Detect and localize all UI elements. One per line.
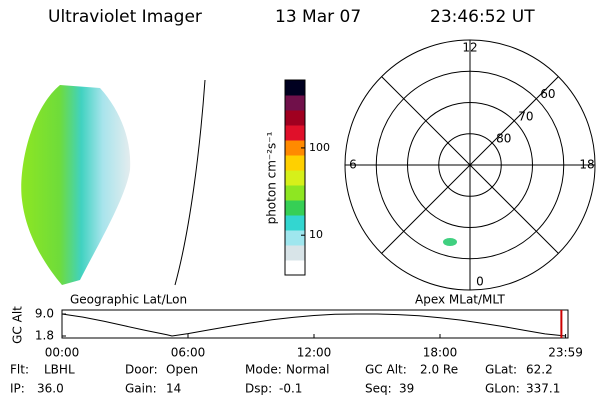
status-value: 39 bbox=[399, 382, 414, 396]
polar-mlt-label: 18 bbox=[579, 158, 594, 172]
colorbar-swatch bbox=[285, 80, 305, 96]
status-value: LBHL bbox=[44, 363, 75, 377]
auroral-image bbox=[21, 85, 131, 285]
polar-mlt-label: 12 bbox=[462, 41, 477, 55]
polar-mlt-label: 0 bbox=[476, 275, 484, 289]
status-label: IP: bbox=[10, 382, 25, 396]
colorbar-tick-label: 100 bbox=[309, 141, 330, 154]
polar-lat-ring bbox=[375, 70, 565, 260]
status-value: 337.1 bbox=[526, 382, 560, 396]
colorbar-swatch bbox=[285, 185, 305, 201]
polar-lat-label: 60 bbox=[540, 87, 555, 101]
colorbar-swatch bbox=[285, 215, 305, 231]
colorbar-swatch bbox=[285, 95, 305, 111]
instrument: Ultraviolet Imager bbox=[48, 7, 202, 27]
polar-lat-label: 70 bbox=[518, 109, 533, 123]
status-label: GLon: bbox=[485, 382, 520, 396]
status-value: -0.1 bbox=[279, 382, 302, 396]
y-tick-label: 9.0 bbox=[35, 307, 54, 321]
status-label: Flt: bbox=[10, 363, 29, 377]
status-value: 2.0 Re bbox=[420, 363, 458, 377]
polar-lat-ring bbox=[407, 102, 533, 228]
x-tick-label: 12:00 bbox=[297, 346, 332, 360]
polar-lat-ring bbox=[438, 133, 502, 197]
colorbar-swatch bbox=[285, 110, 305, 126]
status-value: Open bbox=[166, 363, 198, 377]
status-value: 14 bbox=[166, 382, 181, 396]
status-label: Gain: bbox=[125, 382, 157, 396]
terminator-line bbox=[174, 79, 206, 286]
colorbar-swatch bbox=[285, 230, 305, 246]
status-label: Dsp: bbox=[245, 382, 272, 396]
x-tick-label: 00:00 bbox=[45, 346, 80, 360]
status-label: GC Alt: bbox=[365, 363, 407, 377]
altitude-line bbox=[61, 313, 566, 337]
polar-emission bbox=[443, 238, 457, 246]
status-value: 36.0 bbox=[37, 382, 64, 396]
status-label: Seq: bbox=[365, 382, 392, 396]
status-label: Door: bbox=[125, 363, 158, 377]
colorbar-tick-label: 10 bbox=[309, 228, 323, 241]
x-tick-label: 18:00 bbox=[423, 346, 458, 360]
status-value: 62.2 bbox=[526, 363, 553, 377]
colorbar-swatch bbox=[285, 245, 305, 261]
colorbar-label: photon cm⁻²s⁻¹ bbox=[265, 131, 279, 224]
time: 23:46:52 UT bbox=[430, 7, 535, 27]
date: 13 Mar 07 bbox=[275, 7, 361, 27]
colorbar-swatch bbox=[285, 200, 305, 216]
status-label: Mode: bbox=[245, 363, 282, 377]
polar-panel-label: Apex MLat/MLT bbox=[415, 293, 505, 307]
colorbar-swatch bbox=[285, 140, 305, 156]
status-label: GLat: bbox=[485, 363, 517, 377]
colorbar-frame bbox=[284, 79, 306, 276]
colorbar-swatch bbox=[285, 170, 305, 186]
colorbar-swatch bbox=[285, 125, 305, 141]
y-tick-label: 1.8 bbox=[35, 329, 54, 343]
colorbar-swatch bbox=[285, 260, 305, 276]
status-value: Normal bbox=[286, 363, 329, 377]
plot-frame bbox=[61, 309, 569, 339]
polar-mlt-label: 6 bbox=[349, 158, 357, 172]
y-axis-label: GC Alt bbox=[11, 306, 25, 344]
polar-lat-label: 80 bbox=[496, 131, 511, 145]
colorbar-swatch bbox=[285, 155, 305, 171]
x-tick-label: 06:00 bbox=[171, 346, 206, 360]
left-panel-label: Geographic Lat/Lon bbox=[70, 293, 187, 307]
x-tick-label: 23:59 bbox=[548, 346, 583, 360]
